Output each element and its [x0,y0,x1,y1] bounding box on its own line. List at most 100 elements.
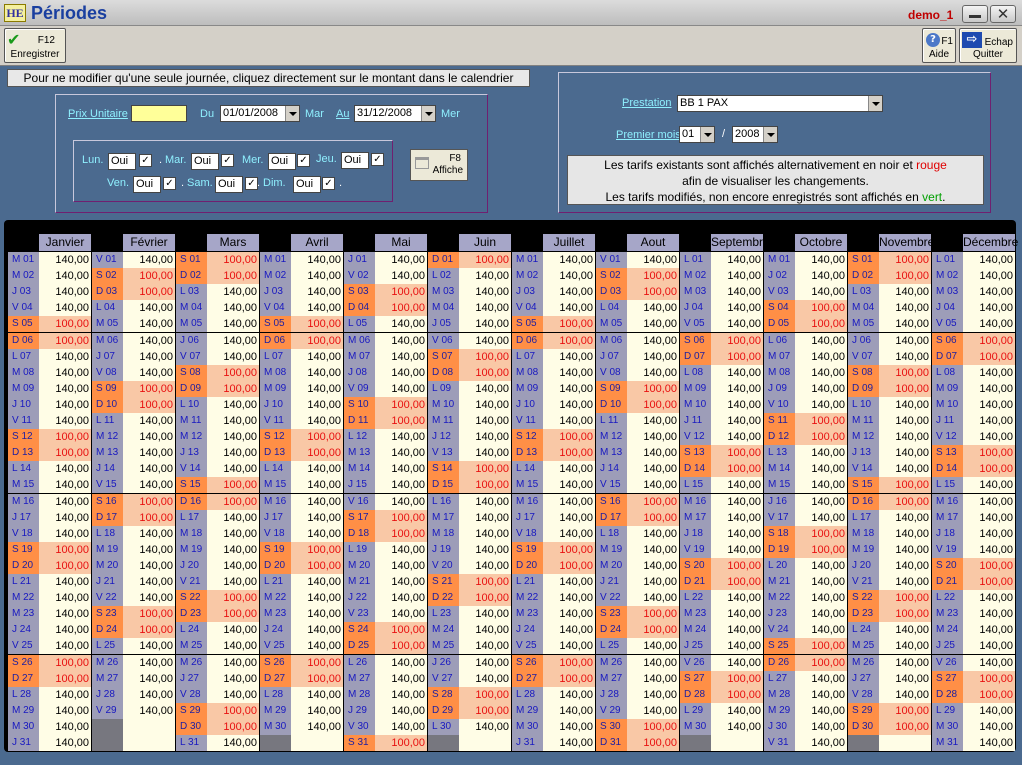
price-cell[interactable]: 100,00 [963,670,1015,687]
price-cell[interactable]: 140,00 [291,606,343,623]
price-cell[interactable]: 140,00 [543,413,595,429]
price-cell[interactable]: 100,00 [795,525,847,542]
price-cell[interactable]: 100,00 [459,252,511,268]
price-cell[interactable]: 100,00 [627,735,679,751]
price-cell[interactable]: 140,00 [459,316,511,333]
price-cell[interactable]: 140,00 [375,364,427,381]
price-cell[interactable]: 140,00 [207,332,259,349]
price-cell[interactable]: 100,00 [711,686,763,703]
price-cell[interactable]: 140,00 [207,622,259,639]
price-cell[interactable]: 140,00 [795,493,847,510]
price-cell[interactable]: 140,00 [123,574,175,590]
price-cell[interactable]: 100,00 [795,541,847,558]
price-cell[interactable]: 100,00 [879,590,931,607]
price-cell[interactable]: 140,00 [711,316,763,333]
price-cell[interactable]: 140,00 [627,316,679,333]
price-cell[interactable]: 140,00 [963,429,1015,446]
price-cell[interactable]: 140,00 [879,622,931,639]
price-cell[interactable]: 100,00 [627,622,679,639]
price-cell[interactable]: 140,00 [543,606,595,623]
price-cell[interactable]: 140,00 [291,268,343,285]
price-cell[interactable]: 100,00 [879,380,931,397]
price-cell[interactable]: 140,00 [627,541,679,558]
price-cell[interactable]: 140,00 [123,702,175,719]
price-cell[interactable]: 140,00 [123,445,175,462]
day-filter-checkbox[interactable]: ✓ [297,154,310,167]
price-cell[interactable]: 140,00 [207,316,259,333]
price-cell[interactable]: 100,00 [123,380,175,397]
price-cell[interactable]: 140,00 [39,686,91,703]
price-cell[interactable]: 140,00 [459,332,511,349]
price-cell[interactable]: 100,00 [39,332,91,349]
price-cell[interactable]: 140,00 [711,509,763,526]
price-cell[interactable]: 140,00 [291,380,343,397]
price-cell[interactable]: 140,00 [375,541,427,558]
price-cell[interactable]: 100,00 [963,557,1015,574]
price-cell[interactable]: 140,00 [375,380,427,397]
price-cell[interactable]: 140,00 [963,735,1015,751]
price-cell[interactable]: 140,00 [123,413,175,429]
price-cell[interactable]: 140,00 [711,396,763,413]
price-cell[interactable]: 140,00 [627,686,679,703]
price-cell[interactable]: 100,00 [627,396,679,413]
price-cell[interactable]: 140,00 [207,735,259,751]
price-cell[interactable]: 100,00 [711,670,763,687]
price-cell[interactable]: 140,00 [795,380,847,397]
price-cell[interactable]: 140,00 [627,654,679,671]
price-cell[interactable]: 140,00 [543,525,595,542]
price-cell[interactable]: 140,00 [459,718,511,735]
price-cell[interactable]: 100,00 [207,477,259,494]
price-cell[interactable]: 140,00 [207,541,259,558]
price-cell[interactable]: 100,00 [627,509,679,526]
price-cell[interactable]: 140,00 [459,284,511,301]
price-cell[interactable]: 100,00 [123,509,175,526]
price-cell[interactable]: 100,00 [543,541,595,558]
price-cell[interactable]: 100,00 [291,316,343,333]
price-cell[interactable]: 140,00 [543,622,595,639]
price-cell[interactable]: 100,00 [375,525,427,542]
price-cell[interactable]: 140,00 [795,670,847,687]
price-cell[interactable]: 140,00 [207,574,259,590]
price-cell[interactable]: 140,00 [879,348,931,365]
price-cell[interactable]: 140,00 [963,284,1015,301]
price-cell[interactable]: 140,00 [39,252,91,268]
price-cell[interactable]: 100,00 [627,606,679,623]
day-filter-input[interactable]: Oui [268,153,296,170]
price-cell[interactable]: 140,00 [459,638,511,655]
price-cell[interactable]: 140,00 [123,252,175,268]
price-cell[interactable]: 100,00 [207,702,259,719]
price-cell[interactable]: 140,00 [711,493,763,510]
au-date-select[interactable]: 31/12/2008 [354,105,436,122]
price-cell[interactable]: 100,00 [39,316,91,333]
price-cell[interactable]: 140,00 [207,557,259,574]
price-cell[interactable]: 140,00 [543,493,595,510]
price-cell[interactable]: 140,00 [543,364,595,381]
price-cell[interactable]: 140,00 [795,364,847,381]
day-filter-checkbox[interactable]: ✓ [322,177,335,190]
price-cell[interactable]: 140,00 [207,638,259,655]
price-cell[interactable]: 140,00 [795,686,847,703]
price-cell[interactable]: 100,00 [39,670,91,687]
price-cell[interactable]: 100,00 [879,493,931,510]
price-cell[interactable]: 140,00 [543,686,595,703]
price-cell[interactable]: 140,00 [963,638,1015,655]
price-cell[interactable]: 100,00 [123,268,175,285]
price-cell[interactable]: 140,00 [375,268,427,285]
day-filter-input[interactable]: Oui [108,153,136,170]
price-cell[interactable]: 140,00 [375,590,427,607]
price-cell[interactable]: 140,00 [627,252,679,268]
price-cell[interactable]: 140,00 [207,413,259,429]
price-cell[interactable]: 140,00 [879,686,931,703]
price-cell[interactable]: 100,00 [879,702,931,719]
price-cell[interactable]: 100,00 [963,686,1015,703]
price-cell[interactable]: 100,00 [375,622,427,639]
price-cell[interactable]: 140,00 [459,429,511,446]
price-cell[interactable]: 140,00 [627,429,679,446]
day-filter-checkbox[interactable]: ✓ [163,177,176,190]
price-cell[interactable]: 100,00 [963,332,1015,349]
price-cell[interactable]: 140,00 [627,332,679,349]
prix-input[interactable] [131,105,187,122]
price-cell[interactable]: 140,00 [375,461,427,478]
price-cell[interactable]: 140,00 [879,300,931,317]
price-cell[interactable]: 100,00 [963,348,1015,365]
